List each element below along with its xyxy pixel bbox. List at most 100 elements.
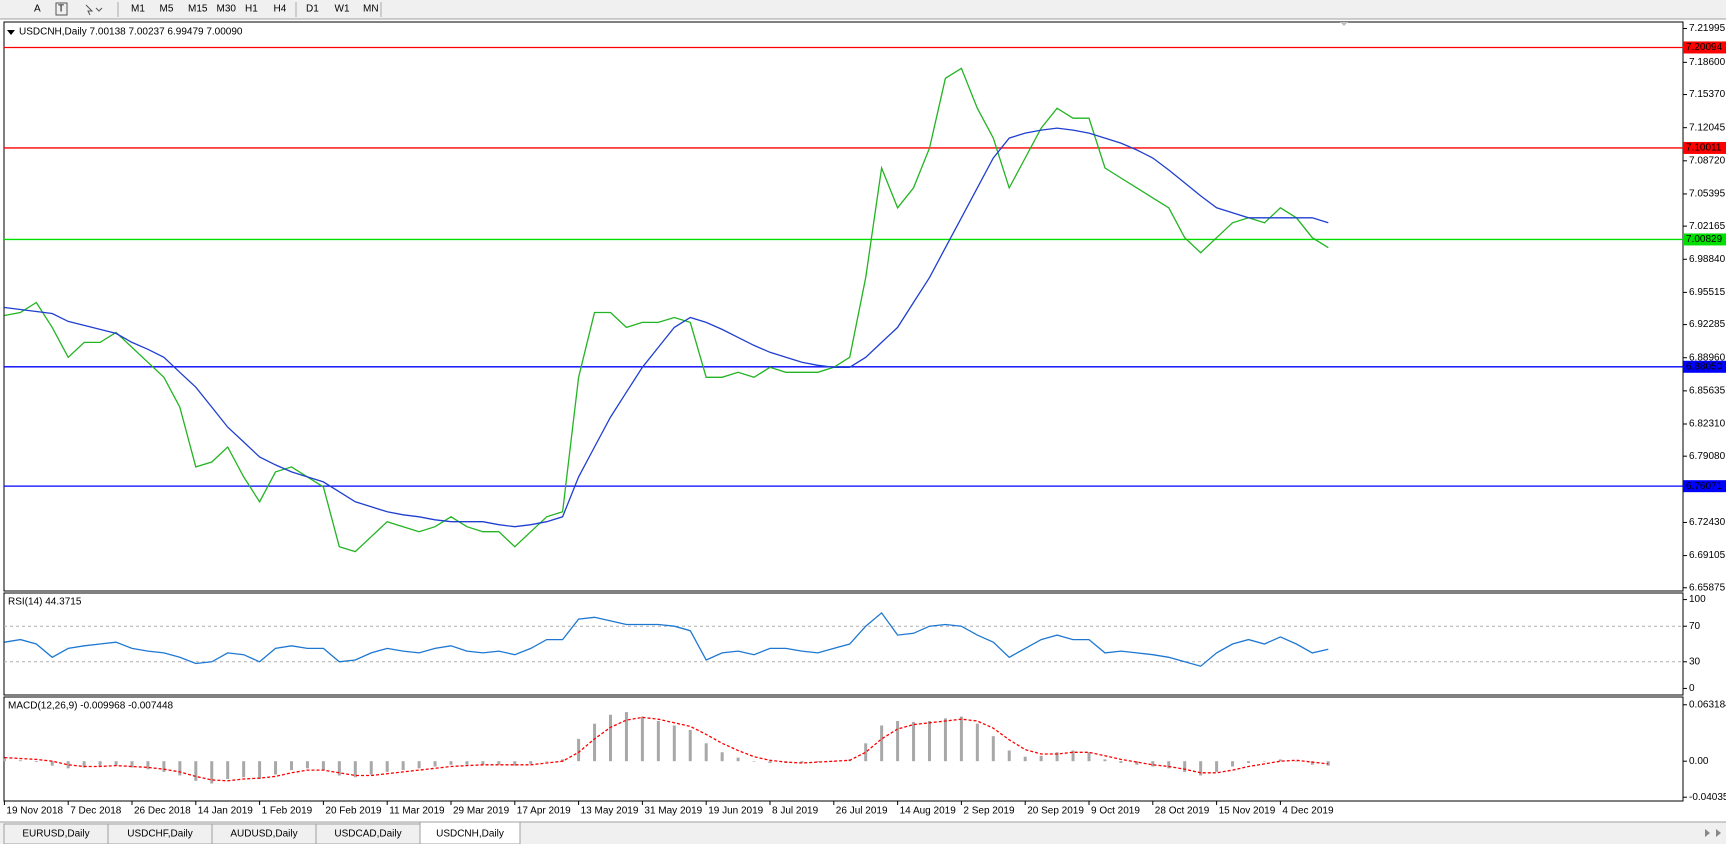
rsi-panel bbox=[3, 592, 1684, 696]
macd-bar bbox=[1167, 761, 1171, 769]
macd-bar bbox=[194, 761, 198, 781]
macd-bar bbox=[912, 721, 916, 762]
x-tick-label: 4 Dec 2019 bbox=[1282, 806, 1334, 817]
y-tick-label: 6.69105 bbox=[1689, 550, 1726, 561]
macd-bar bbox=[258, 761, 262, 780]
macd-bar bbox=[768, 761, 772, 763]
timeframe-button[interactable]: M15 bbox=[188, 4, 208, 15]
timeframe-button[interactable]: M30 bbox=[217, 4, 237, 15]
timeframe-button[interactable]: H4 bbox=[274, 4, 287, 15]
macd-bar bbox=[1119, 761, 1123, 763]
macd-bar bbox=[98, 761, 102, 767]
x-tick-label: 1 Feb 2019 bbox=[262, 806, 313, 817]
macd-bar bbox=[178, 761, 182, 776]
macd-bar bbox=[1199, 761, 1203, 776]
macd-bar bbox=[226, 761, 230, 780]
macd-bar bbox=[609, 714, 612, 762]
macd-bar bbox=[417, 761, 421, 769]
timeframe-button[interactable]: D1 bbox=[306, 4, 319, 15]
macd-bar bbox=[353, 761, 357, 778]
y-tick-label: 7.12045 bbox=[1689, 122, 1726, 133]
macd-bar bbox=[401, 761, 405, 771]
y-tick-label: 0.063184 bbox=[1689, 699, 1726, 710]
macd-bar bbox=[752, 761, 756, 762]
macd-bar bbox=[481, 761, 485, 765]
label-tool-icon[interactable] bbox=[55, 2, 68, 16]
macd-bar bbox=[1135, 761, 1139, 765]
macd-bar bbox=[1294, 761, 1298, 762]
macd-bar bbox=[704, 743, 708, 762]
moving-average-line bbox=[4, 127, 1329, 528]
price-line bbox=[4, 67, 1329, 553]
timeframe-button[interactable]: MN bbox=[363, 4, 379, 15]
macd-bar bbox=[975, 723, 979, 762]
level-label: 7.00829 bbox=[1686, 234, 1723, 245]
x-tick-label: 28 Oct 2019 bbox=[1155, 806, 1210, 817]
macd-bar bbox=[242, 761, 246, 778]
macd-bar bbox=[130, 761, 134, 768]
arrow-tool-icon[interactable] bbox=[85, 4, 103, 16]
macd-bar bbox=[880, 725, 884, 762]
timeframe-button[interactable]: M5 bbox=[160, 4, 174, 15]
rsi-line bbox=[4, 611, 1329, 667]
macd-bar bbox=[896, 721, 900, 762]
macd-bar bbox=[369, 761, 373, 775]
y-tick-label: 7.05395 bbox=[1689, 189, 1726, 200]
x-tick-label: 31 May 2019 bbox=[644, 806, 702, 817]
tab[interactable] bbox=[419, 821, 521, 844]
x-tick-label: 8 Jul 2019 bbox=[772, 806, 819, 817]
x-tick-label: 26 Jul 2019 bbox=[836, 806, 888, 817]
y-tick-label: 100 bbox=[1689, 594, 1706, 605]
x-tick-label: 17 Apr 2019 bbox=[517, 806, 571, 817]
level-label: 6.76071 bbox=[1686, 481, 1723, 492]
macd-bar bbox=[1039, 755, 1043, 762]
macd-bar bbox=[832, 761, 836, 762]
y-tick-label: 6.82310 bbox=[1689, 419, 1726, 430]
chart-menu-arrow[interactable] bbox=[7, 30, 15, 35]
y-tick-label: 0 bbox=[1689, 683, 1695, 694]
macd-bar bbox=[1087, 752, 1091, 762]
macd-bar bbox=[50, 761, 54, 766]
timeframe-button[interactable]: W1 bbox=[335, 4, 350, 15]
text-tool-icon[interactable]: A bbox=[34, 4, 41, 15]
x-tick-label: 9 Oct 2019 bbox=[1091, 806, 1140, 817]
macd-bar bbox=[736, 757, 740, 762]
shift-marker bbox=[1340, 22, 1348, 26]
tab-label[interactable]: USDCNH,Daily bbox=[436, 829, 504, 840]
macd-bar bbox=[1183, 761, 1187, 772]
y-tick-label: -0.04035 bbox=[1689, 792, 1726, 803]
tab-scroll[interactable] bbox=[1705, 829, 1721, 837]
level-label: 7.20094 bbox=[1686, 42, 1723, 53]
macd-bar bbox=[18, 760, 22, 762]
macd-bar bbox=[274, 761, 278, 775]
timeframe-button[interactable]: H1 bbox=[245, 4, 258, 15]
signal-line bbox=[4, 716, 1329, 782]
y-tick-label: 6.72430 bbox=[1689, 517, 1726, 528]
macd-bar bbox=[1071, 750, 1075, 762]
macd-panel bbox=[3, 696, 1684, 802]
y-tick-label: 30 bbox=[1689, 656, 1701, 667]
tab-label[interactable]: EURUSD,Daily bbox=[22, 829, 89, 840]
tab-label[interactable]: AUDUSD,Daily bbox=[230, 829, 297, 840]
macd-bar bbox=[943, 718, 947, 762]
macd-bar bbox=[1231, 761, 1235, 767]
macd-bar bbox=[1278, 759, 1282, 762]
x-tick-label: 29 Mar 2019 bbox=[453, 806, 510, 817]
macd-bar bbox=[290, 761, 293, 771]
macd-bar bbox=[816, 761, 820, 763]
macd-bar bbox=[449, 761, 453, 765]
y-tick-label: 0.00 bbox=[1689, 756, 1709, 767]
macd-bar bbox=[1007, 750, 1011, 762]
x-tick-label: 14 Aug 2019 bbox=[900, 806, 957, 817]
timeframe-button[interactable]: M1 bbox=[131, 4, 145, 15]
y-tick-label: 6.65875 bbox=[1689, 582, 1726, 593]
x-tick-label: 15 Nov 2019 bbox=[1219, 806, 1276, 817]
macd-bar bbox=[656, 721, 660, 762]
macd-bar bbox=[1262, 761, 1266, 762]
tab-label[interactable]: USDCHF,Daily bbox=[127, 829, 193, 840]
tab-label[interactable]: USDCAD,Daily bbox=[334, 829, 401, 840]
y-tick-label: 6.98840 bbox=[1689, 254, 1726, 265]
y-tick-label: 6.88960 bbox=[1689, 352, 1726, 363]
macd-bar bbox=[800, 761, 804, 763]
